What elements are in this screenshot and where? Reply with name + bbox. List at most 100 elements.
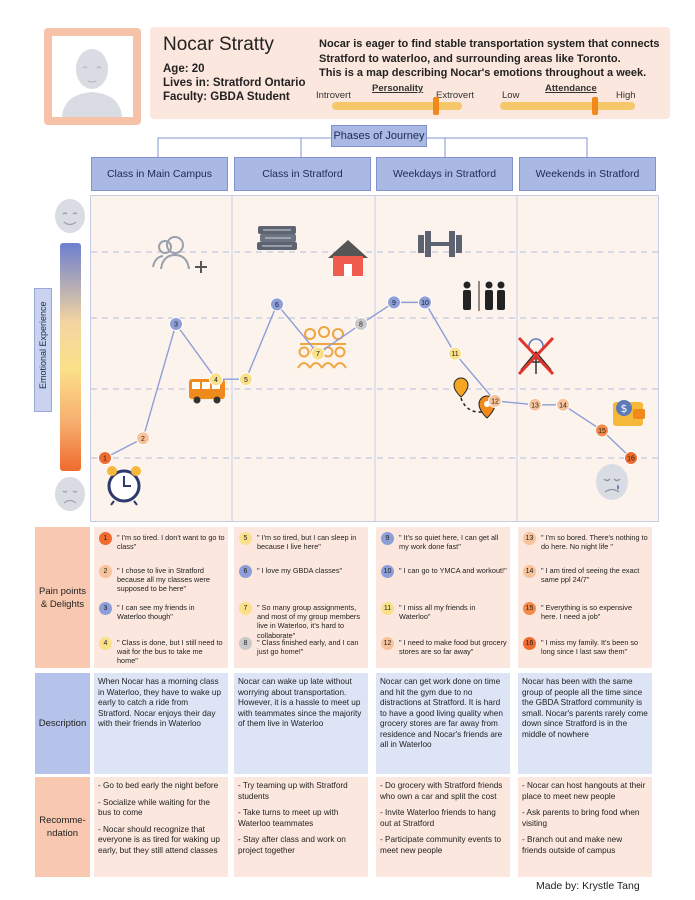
no-nightlife-icon [517,336,555,376]
description-text: Nocar can get work done on time and hit … [380,677,503,749]
pain-point-number: 13 [523,532,536,545]
home-icon [328,240,368,276]
journey-point-label: 6 [275,302,279,309]
phase-dividers [231,196,518,521]
journey-point-label: 10 [421,300,429,307]
sad-face-icon [55,477,85,511]
pain-point-quote: " I'm so bored. There's nothing to do he… [541,533,648,552]
pain-point-number: 16 [523,637,536,650]
recommendation-item: - Ask parents to bring food when visitin… [522,808,640,828]
attendance-scale-track [500,97,635,115]
emotional-experience-label: Emotional Experience [38,301,48,389]
journey-point-10: 10 [418,295,432,310]
journey-point-13: 13 [528,397,542,412]
pain-point-quote: " It's so quiet here, I can get all my w… [399,533,499,552]
phase-weekdays-stratford: Weekdays in Stratford [376,157,513,191]
journey-point-label: 15 [598,428,606,435]
pain-point-quote: " I miss all my friends in Waterloo" [399,603,476,622]
personality-scale-track [332,97,462,115]
journey-point-label: 2 [141,436,145,443]
description-text: Nocar has been with the same group of pe… [522,677,648,739]
wallet-money-icon: $ [613,400,645,426]
pain-point-quote: " I love my GBDA classes" [257,566,343,575]
description-cell-1: When Nocar has a morning class in Waterl… [94,673,228,774]
summary-line-2: This is a map describing Nocar's emotion… [319,67,647,79]
journey-point-9: 9 [387,295,401,310]
dollar-sign-icon: $ [621,402,628,415]
persona-avatar-frame [44,28,141,125]
pain-points-cell-3: 9 " It's so quiet here, I can get all my … [376,527,510,668]
pain-point-number: 5 [239,532,252,545]
recommendation-item: - Do grocery with Stratford friends who … [380,781,503,801]
recommendation-item: - Invite Waterloo friends to hang out at… [380,808,496,828]
recommendation-cell-4: - Nocar can host hangouts at their place… [518,777,652,877]
pain-point-number: 8 [239,637,252,650]
recommendation-item: - Go to bed early the night before [98,781,219,790]
recommendation-cell-3: - Do grocery with Stratford friends who … [376,777,510,877]
pain-point-quote: " I am tired of seeing the exact same pp… [541,566,640,585]
journey-point-label: 12 [491,398,499,405]
pain-points-cell-2: 5 " I'm so tired, but I can sleep in beca… [234,527,368,668]
recommendation-item: - Branch out and make new friends outsid… [522,835,623,855]
journey-point-label: 1 [103,456,107,463]
persona-summary: Nocar is eager to find stable transporta… [319,37,664,81]
pain-point-number: 14 [523,565,536,578]
description-label: Description [35,673,90,774]
recommendation-item: - Participate community events to meet n… [380,835,502,855]
pain-point-number: 2 [99,565,112,578]
crying-face-icon [596,464,628,500]
books-icon [257,226,297,250]
journey-point-16: 16 [624,451,638,465]
pain-point-quote: " I can see my friends in Waterloo thoug… [117,603,195,622]
journey-point-15: 15 [595,423,609,438]
phases-of-journey-title: Phases of Journey [331,125,427,147]
author-credit: Made by: Krystle Tang [536,880,640,892]
recommendation-item: - Socialize while waiting for the bus to… [98,797,210,818]
pain-point-quote: " I miss my family. It's been so long si… [541,638,639,657]
journey-point-1: 1 [98,451,112,465]
group-meeting-icon [297,326,347,369]
personality-scale-low: Introvert [316,90,351,101]
phase-class-stratford: Class in Stratford [234,157,371,191]
journey-point-2: 2 [136,431,150,446]
pain-point-quote: " I need to make food but grocery stores… [399,638,507,657]
pain-point-number: 11 [381,602,394,615]
dumbbell-icon [418,231,462,257]
journey-point-label: 4 [214,377,218,384]
recommendation-item: - Take turns to meet up with Waterloo te… [238,808,339,828]
journey-point-label: 8 [359,322,363,329]
journey-point-3: 3 [169,317,183,332]
description-text: When Nocar has a morning class in Waterl… [98,677,222,728]
persona-name: Nocar Stratty [163,34,274,55]
summary-line-1: Nocar is eager to find stable transporta… [319,38,660,65]
journey-point-7: 7 [311,346,325,361]
journey-point-label: 7 [316,351,320,358]
friends-add-icon [152,236,207,273]
description-text: Nocar can wake up late without worrying … [238,677,362,728]
attendance-scale-title: Attendance [545,83,597,94]
pain-point-quote: " Class finished early, and I can just g… [257,638,359,657]
pain-point-quote: " Class is done, but I still need to wai… [117,638,223,666]
pain-point-number: 9 [381,532,394,545]
phase-class-main-campus: Class in Main Campus [91,157,228,191]
personality-scale-high: Extrovert [436,90,475,101]
personality-scale-title: Personality [372,83,424,94]
pain-point-number: 3 [99,602,112,615]
pain-point-quote: " Everything is so expensive here. I nee… [541,603,633,622]
avatar [52,36,133,117]
attendance-scale-low: Low [502,90,520,101]
persona-age: Age: 20 [163,63,205,75]
pain-point-quote: " So many group assignments, and most of… [257,603,361,640]
description-cell-3: Nocar can get work done on time and hit … [376,673,510,774]
pain-point-quote: " I can go to YMCA and workout!" [399,566,507,575]
alarm-clock-icon [107,466,141,506]
happy-face-icon [55,199,85,233]
pain-points-cell-4: 13 " I'm so bored. There's nothing to do … [518,527,652,668]
personality-scale-marker [433,97,439,115]
description-cell-2: Nocar can wake up late without worrying … [234,673,368,774]
person-silhouette-icon [62,49,122,117]
journey-point-12: 12 [488,393,502,408]
journey-chart-area: $ 1 2 3 4 5 6 7 8 9 10 11 12 13 14 15 16 [90,195,659,522]
